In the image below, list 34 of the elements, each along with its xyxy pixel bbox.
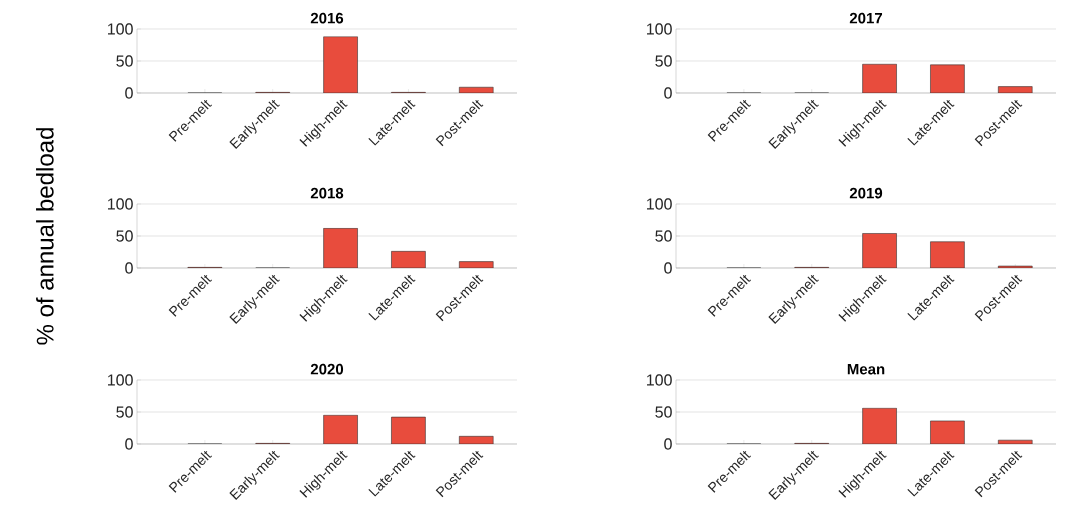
y-tick-label: 50 bbox=[116, 230, 133, 242]
y-tick-label: 100 bbox=[647, 198, 672, 210]
y-tick-label: 50 bbox=[655, 55, 672, 67]
y-tick-label: 50 bbox=[116, 55, 133, 67]
bar bbox=[862, 63, 897, 93]
bar bbox=[323, 414, 358, 444]
bar bbox=[323, 36, 358, 93]
y-tick-label: 100 bbox=[108, 198, 133, 210]
bar bbox=[862, 407, 897, 444]
y-tick-label: 0 bbox=[664, 262, 672, 274]
chart-title: 2018 bbox=[310, 187, 344, 199]
bar bbox=[862, 233, 897, 268]
y-tick-label: 100 bbox=[108, 374, 133, 386]
y-tick-label: 0 bbox=[664, 438, 672, 450]
y-tick-label: 50 bbox=[116, 406, 133, 418]
bar bbox=[930, 64, 965, 93]
bar bbox=[391, 416, 426, 444]
bar bbox=[323, 228, 358, 268]
chart-title: Mean bbox=[847, 364, 885, 375]
bar bbox=[930, 241, 965, 268]
y-tick-label: 50 bbox=[655, 406, 672, 418]
chart-title: 2020 bbox=[310, 363, 344, 375]
y-tick-label: 100 bbox=[108, 23, 133, 35]
y-tick-label: 100 bbox=[647, 23, 672, 35]
y-tick-label: 100 bbox=[647, 374, 672, 386]
y-axis-title: % of annual bedload bbox=[36, 128, 54, 345]
y-tick-label: 50 bbox=[655, 230, 672, 242]
chart-title: 2019 bbox=[849, 187, 883, 199]
y-tick-label: 0 bbox=[125, 438, 133, 450]
y-tick-label: 0 bbox=[125, 262, 133, 274]
y-tick-label: 0 bbox=[125, 87, 133, 99]
chart-title: 2016 bbox=[310, 12, 344, 24]
chart-title: 2017 bbox=[849, 12, 883, 24]
y-tick-label: 0 bbox=[664, 87, 672, 99]
